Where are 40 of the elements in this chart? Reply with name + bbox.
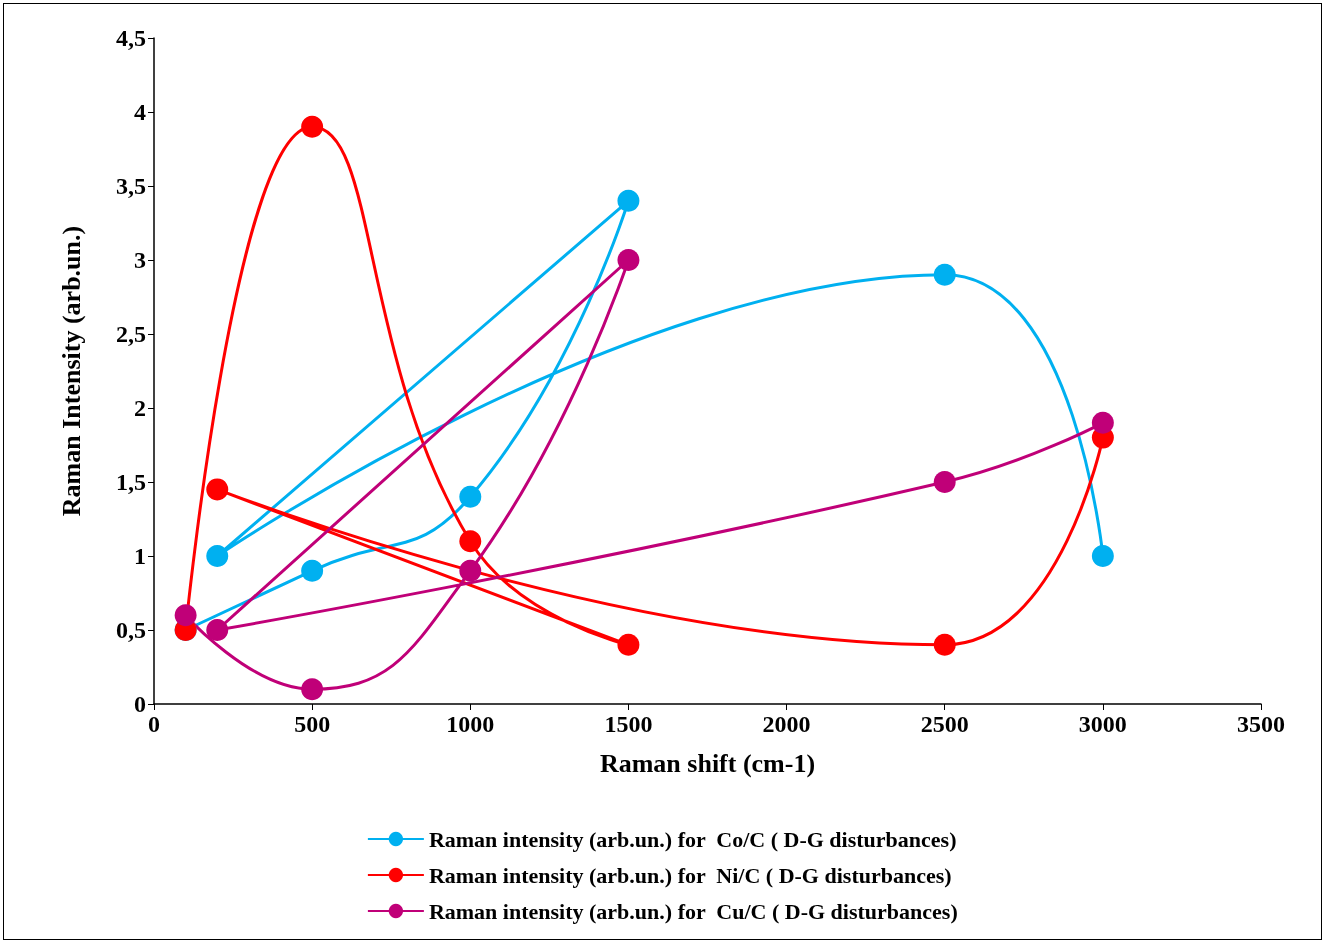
y-tick-label: 4,5: [116, 25, 146, 51]
x-axis-title: Raman shift (cm-1): [599, 748, 816, 778]
y-tick-label: 3,5: [116, 173, 146, 199]
legend-label: Raman intensity (arb.un.) for Cu/C ( D-G disturbances): [428, 898, 958, 924]
legend-label: Raman intensity (arb.un.) for Co/C ( D-G disturbances): [428, 826, 957, 852]
point: [174, 604, 197, 627]
x-tick-label: 3000: [1078, 711, 1127, 737]
y-tick-label: 0,5: [116, 617, 146, 643]
y-axis-title: Raman Intensity (arb.un.): [56, 225, 86, 517]
point: [459, 559, 482, 582]
point: [301, 559, 324, 582]
x-tick-label: 500: [294, 711, 331, 737]
y-tick-label: 0: [134, 691, 146, 717]
y-tick-label: 1,5: [116, 469, 146, 495]
y-tick-label: 4: [134, 99, 146, 125]
point: [933, 263, 956, 286]
point: [1091, 545, 1114, 567]
point: [206, 545, 229, 567]
point: [459, 485, 482, 508]
point: [933, 471, 956, 493]
point: [301, 678, 324, 701]
point: [1091, 411, 1114, 434]
x-tick-label: 1000: [446, 711, 495, 737]
point: [617, 633, 640, 656]
point: [617, 189, 640, 212]
y-tick-label: 3: [134, 247, 146, 273]
x-tick-label: 1500: [604, 711, 653, 737]
legend-label: Raman intensity (arb.un.) for Ni/C ( D-G disturbances): [428, 862, 952, 888]
x-tick-label: 3500: [1237, 711, 1285, 737]
x-tick-label: 2500: [920, 711, 969, 737]
point: [933, 633, 956, 656]
point: [459, 530, 482, 553]
point: [617, 249, 640, 271]
point: [206, 478, 229, 501]
x-tick-label: 2000: [762, 711, 811, 737]
point: [301, 115, 324, 138]
y-tick-label: 1: [134, 543, 146, 569]
point: [206, 619, 229, 641]
y-tick-label: 2: [134, 395, 146, 421]
y-tick-label: 2,5: [116, 321, 146, 347]
